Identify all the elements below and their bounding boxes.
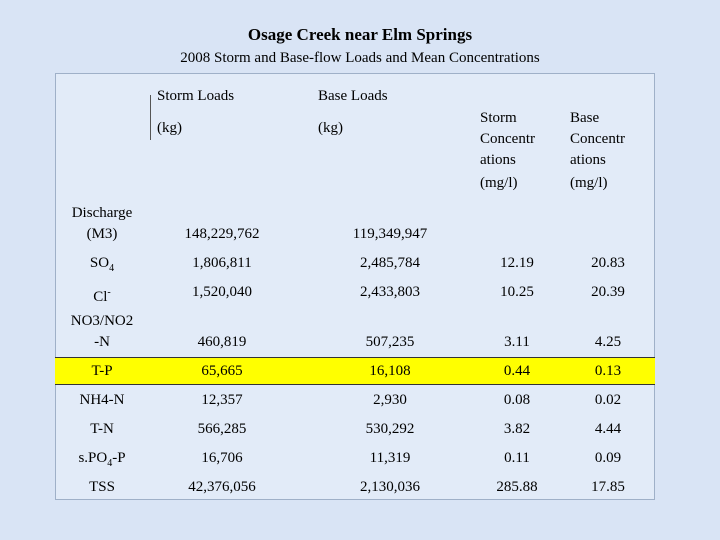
column-header: ations (570, 152, 606, 168)
cell: 460,819 (197, 334, 247, 350)
cell: 2,930 (373, 392, 407, 408)
column-header: ations (480, 152, 516, 168)
cell: 65,665 (201, 363, 243, 379)
cell: 4.25 (594, 334, 622, 350)
cell: 566,285 (197, 421, 247, 437)
column-header: Concentr (570, 131, 625, 147)
column-header: Storm Loads (157, 88, 235, 104)
subtitle: 2008 Storm and Base-flow Loads and Mean … (180, 50, 540, 66)
cell: 16,108 (369, 363, 411, 379)
cell: 11,319 (369, 450, 411, 466)
cell: 530,292 (365, 421, 415, 437)
label-part: NH4-N (79, 392, 125, 408)
cell: 20.83 (591, 255, 625, 271)
label-part: Discharge (71, 205, 133, 221)
column-header: Base Loads (318, 88, 388, 104)
label-part: SO (89, 255, 110, 271)
column-header: (kg) (318, 120, 343, 136)
cell: 12,357 (201, 392, 243, 408)
cell: 2,130,036 (360, 479, 420, 495)
column-header: Base (570, 110, 600, 126)
column-header: (mg/l) (480, 175, 518, 191)
cell: 1,806,811 (192, 255, 252, 271)
cell: 0.44 (503, 363, 531, 379)
row-label: T-N (90, 419, 114, 440)
cell: 42,376,056 (188, 479, 256, 495)
row-label: NO3/NO2 -N (71, 311, 134, 353)
highlight-row (55, 357, 655, 385)
row-label: Cl- (93, 282, 111, 308)
cell: 10.25 (500, 284, 534, 300)
cell: 0.02 (594, 392, 622, 408)
cell: 3.82 (503, 421, 531, 437)
row-label: s.PO4-P (78, 448, 125, 474)
cell: 119,349,947 (352, 226, 428, 242)
cell: 12.19 (500, 255, 534, 271)
cell: 285.88 (496, 479, 538, 495)
cell: 4.44 (594, 421, 622, 437)
column-header: Concentr (480, 131, 535, 147)
title: Osage Creek near Elm Springs (247, 25, 473, 44)
cell: 16,706 (201, 450, 243, 466)
column-header: (mg/l) (570, 175, 608, 191)
label-part: T-N (90, 421, 114, 437)
row-label: SO4 (90, 253, 114, 279)
label-part: (M3) (86, 226, 118, 242)
column-header: (kg) (157, 120, 182, 136)
cell: 3.11 (504, 334, 530, 350)
label-part: TSS (89, 479, 115, 495)
row-label: Discharge (M3) (72, 203, 133, 245)
row-label: TSS (89, 477, 115, 498)
cell: 0.09 (594, 450, 622, 466)
cell: 0.13 (594, 363, 622, 379)
cell: 507,235 (365, 334, 415, 350)
cell: 2,485,784 (360, 255, 420, 271)
label-part: -N (94, 334, 110, 350)
table (55, 73, 655, 500)
row-label: T-P (91, 361, 112, 382)
row-label: NH4-N (80, 390, 125, 411)
label-part: NO3/NO2 (70, 313, 134, 329)
cell: 0.11 (504, 450, 530, 466)
cell: 0.08 (503, 392, 531, 408)
label-part: T-P (91, 363, 113, 379)
label-part: 4 (109, 263, 115, 274)
column-header: Storm (480, 110, 517, 126)
cell: 1,520,040 (192, 284, 252, 300)
label-part: -P (112, 450, 126, 466)
cell: 148,229,762 (184, 226, 260, 242)
label-part: 4 (107, 458, 113, 469)
cell: 2,433,803 (360, 284, 420, 300)
cell: 17.85 (591, 479, 625, 495)
divider (150, 95, 151, 140)
label-part: s.PO (78, 450, 108, 466)
label-part: Cl (93, 289, 108, 305)
label-part: - (107, 287, 111, 298)
cell: 20.39 (591, 284, 625, 300)
